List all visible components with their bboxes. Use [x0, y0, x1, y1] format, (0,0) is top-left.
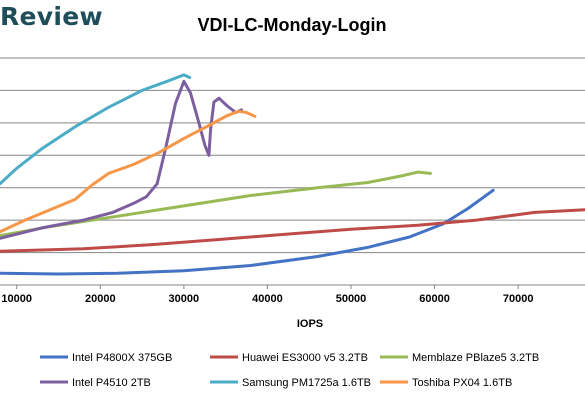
watermark-logo: Review — [0, 2, 103, 31]
x-tick-label: 50000 — [336, 293, 367, 305]
legend-label: Memblaze PBlaze5 3.2TB — [412, 352, 539, 364]
x-tick-label: 30000 — [169, 293, 200, 305]
x-axis: 10000 20000 30000 40000 50000 60000 70000 — [0, 284, 585, 305]
legend-label: Samsung PM1725a 1.6TB — [242, 377, 371, 389]
series-lines — [0, 73, 585, 276]
x-axis-label: IOPS — [297, 318, 323, 330]
series-line — [0, 73, 192, 186]
x-tick-label: 20000 — [85, 293, 116, 305]
legend-label: Toshiba PX04 1.6TB — [412, 377, 512, 389]
x-tick-label: 40000 — [252, 293, 283, 305]
x-tick-label: 10000 — [1, 293, 32, 305]
legend-label: Intel P4510 2TB — [72, 377, 151, 389]
series-line — [0, 79, 243, 240]
legend: Intel P4800X 375GB Huawei ES3000 v5 3.2TB… — [40, 352, 539, 389]
gridlines — [0, 57, 585, 254]
series-line — [0, 208, 585, 253]
x-tick-label: 70000 — [503, 293, 534, 305]
series-line — [0, 109, 257, 234]
legend-label: Intel P4800X 375GB — [72, 352, 172, 364]
x-tick-label: 60000 — [419, 293, 450, 305]
legend-label: Huawei ES3000 v5 3.2TB — [242, 352, 368, 364]
chart-title: VDI-LC-Monday-Login — [198, 15, 387, 35]
series-line — [0, 188, 495, 276]
